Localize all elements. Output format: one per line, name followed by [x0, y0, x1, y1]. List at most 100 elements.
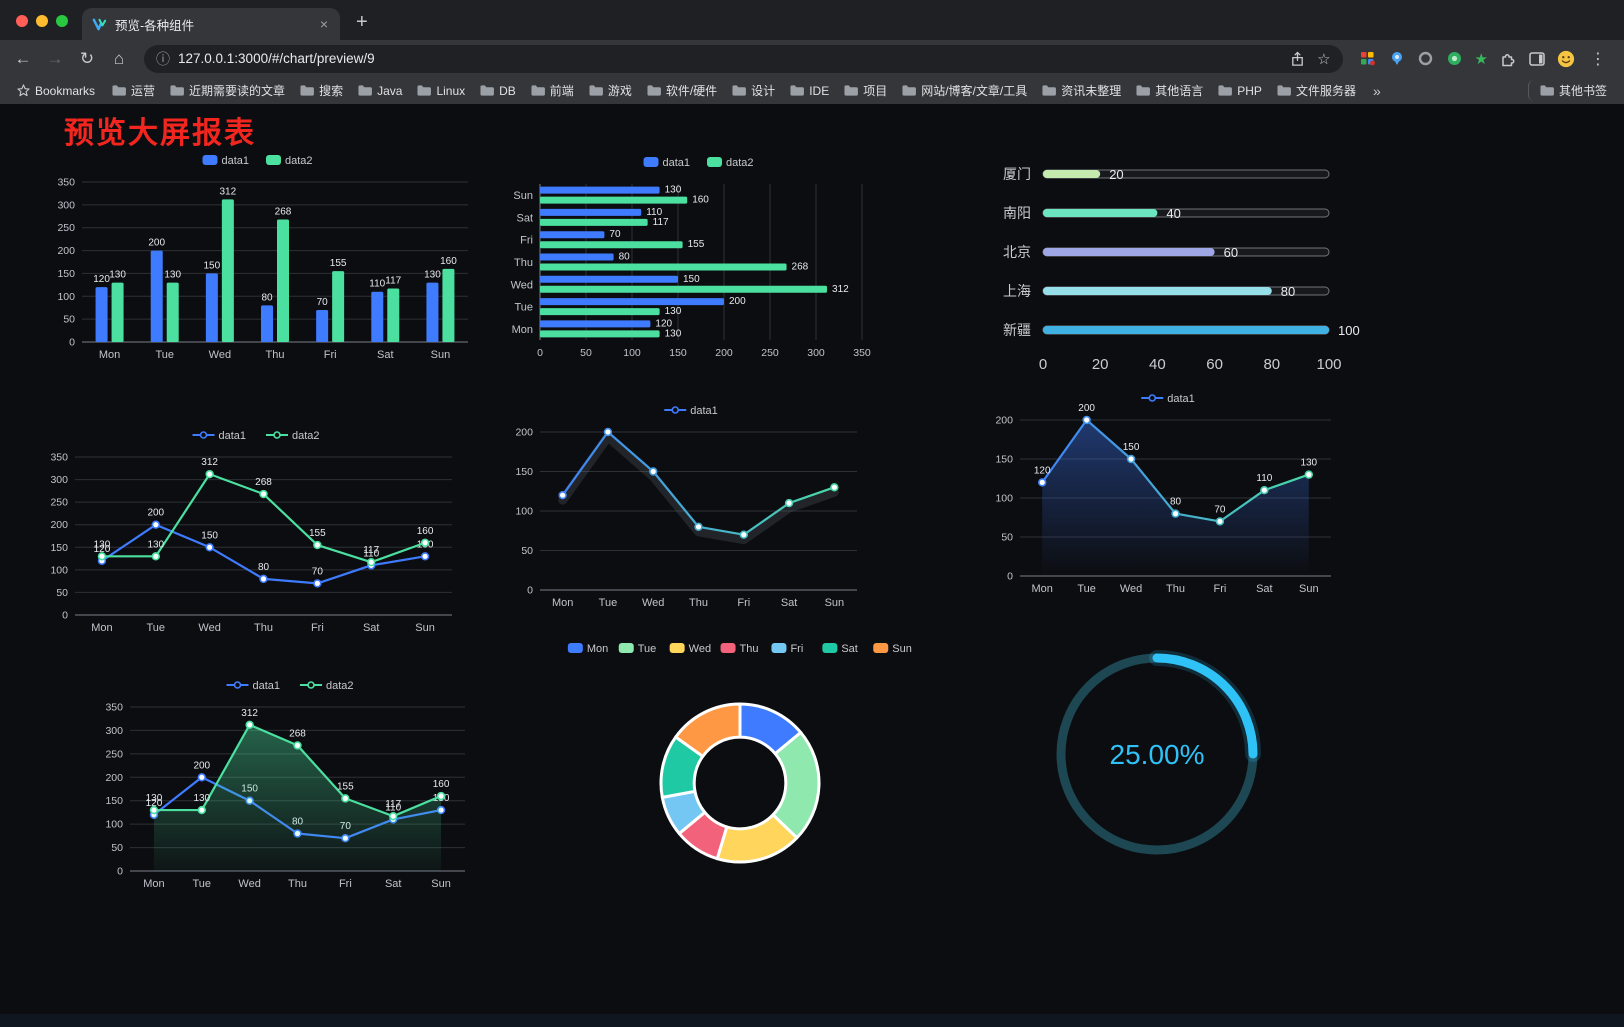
svg-text:155: 155 — [309, 528, 326, 539]
svg-text:70: 70 — [317, 297, 329, 308]
forward-icon[interactable]: → — [46, 48, 64, 68]
svg-text:160: 160 — [440, 256, 457, 267]
window-zoom-button[interactable] — [56, 15, 68, 27]
bookmark-folder[interactable]: DB — [472, 82, 523, 100]
bookmark-folder[interactable]: 运营 — [104, 80, 162, 101]
browser-tab[interactable]: 预览-各种组件 × — [82, 8, 340, 40]
svg-text:130: 130 — [665, 185, 682, 196]
bottom-strip — [0, 1014, 1624, 1027]
svg-text:250: 250 — [57, 222, 75, 234]
bookmarks-overflow-chevron[interactable]: » — [1372, 82, 1381, 99]
svg-text:Wed: Wed — [689, 643, 711, 655]
profile-avatar[interactable] — [1557, 50, 1575, 68]
svg-text:100: 100 — [105, 819, 123, 831]
svg-text:Fri: Fri — [790, 643, 803, 655]
extension-star-icon[interactable]: ★ — [1474, 50, 1488, 68]
svg-text:Sat: Sat — [385, 878, 402, 890]
svg-text:110: 110 — [1256, 473, 1272, 484]
bookmark-folder[interactable]: 其他语言 — [1128, 80, 1210, 101]
browser-menu-icon[interactable]: ⋮ — [1590, 50, 1606, 68]
svg-text:Fri: Fri — [737, 597, 750, 609]
svg-text:Sat: Sat — [1256, 583, 1273, 595]
bookmark-star-icon[interactable]: ☆ — [1317, 50, 1331, 68]
svg-text:50: 50 — [111, 842, 123, 854]
svg-text:200: 200 — [193, 760, 210, 771]
extension-grid-icon[interactable] — [1359, 50, 1377, 68]
svg-text:Fri: Fri — [520, 235, 533, 247]
share-icon[interactable] — [1290, 51, 1305, 67]
extensions-puzzle-icon[interactable] — [1499, 50, 1517, 68]
svg-text:250: 250 — [761, 347, 779, 359]
extension-ring-icon[interactable] — [1417, 50, 1435, 68]
window-minimize-button[interactable] — [36, 15, 48, 27]
svg-text:130: 130 — [109, 270, 126, 281]
new-tab-button[interactable]: + — [356, 11, 368, 33]
home-icon[interactable]: ⌂ — [113, 48, 125, 68]
svg-text:200: 200 — [50, 519, 68, 531]
svg-text:150: 150 — [669, 347, 687, 359]
bookmark-folder[interactable]: Java — [350, 82, 409, 100]
bookmark-folder[interactable]: 软件/硬件 — [639, 80, 724, 101]
svg-text:Wed: Wed — [1120, 583, 1142, 595]
svg-text:110: 110 — [646, 207, 662, 218]
bookmark-folder[interactable]: 项目 — [836, 80, 894, 101]
svg-text:data2: data2 — [285, 155, 313, 167]
svg-text:Mon: Mon — [99, 349, 120, 361]
bookmarks-manager[interactable]: Bookmarks — [10, 82, 102, 100]
svg-text:120: 120 — [146, 798, 163, 809]
svg-text:120: 120 — [655, 318, 672, 329]
window-close-button[interactable] — [16, 15, 28, 27]
svg-text:160: 160 — [417, 526, 434, 537]
svg-text:Tue: Tue — [1077, 583, 1096, 595]
bookmark-folder[interactable]: 近期需要读的文章 — [162, 80, 292, 101]
svg-text:300: 300 — [807, 347, 825, 359]
svg-text:312: 312 — [220, 186, 237, 197]
site-info-icon[interactable]: ⓘ — [156, 50, 170, 67]
bookmark-folder[interactable]: Linux — [409, 82, 472, 100]
svg-text:Sun: Sun — [431, 878, 451, 890]
bookmark-folder[interactable]: 网站/博客/文章/工具 — [894, 80, 1034, 101]
reload-icon[interactable]: ↻ — [79, 48, 95, 68]
svg-text:上海: 上海 — [1003, 283, 1031, 299]
svg-text:25.00%: 25.00% — [1110, 739, 1205, 770]
svg-text:Sat: Sat — [377, 349, 394, 361]
bookmark-folder[interactable]: 资讯未整理 — [1034, 80, 1128, 101]
svg-text:Sun: Sun — [513, 190, 533, 202]
svg-text:200: 200 — [1078, 403, 1095, 414]
extension-green-circle-icon[interactable] — [1446, 50, 1464, 68]
back-icon[interactable]: ← — [14, 48, 32, 68]
progress-bar-chart: 厦门 20 南阳 40 北京 60 上海 80 新疆 100 0 20 40 60 80 100 — [985, 158, 1365, 390]
side-panel-icon[interactable] — [1528, 50, 1546, 68]
bookmark-folder[interactable]: PHP — [1210, 82, 1269, 100]
svg-text:150: 150 — [57, 268, 75, 280]
svg-text:155: 155 — [330, 258, 347, 269]
svg-text:Fri: Fri — [339, 878, 352, 890]
other-bookmarks[interactable]: 其他书签 — [1527, 80, 1614, 101]
svg-text:Wed: Wed — [209, 349, 231, 361]
svg-text:250: 250 — [50, 497, 68, 509]
svg-text:150: 150 — [683, 274, 700, 285]
svg-text:20: 20 — [1092, 356, 1109, 373]
bookmark-folder[interactable]: 游戏 — [581, 80, 639, 101]
svg-text:117: 117 — [385, 276, 401, 287]
bookmark-folder[interactable]: IDE — [782, 82, 836, 100]
bookmark-folder[interactable]: 前端 — [523, 80, 581, 101]
svg-text:Sun: Sun — [825, 597, 845, 609]
svg-text:data1: data1 — [1167, 393, 1195, 405]
url-text[interactable]: 127.0.0.1:3000/#/chart/preview/9 — [178, 51, 375, 66]
address-bar[interactable]: ⓘ 127.0.0.1:3000/#/chart/preview/9 ☆ — [144, 44, 1343, 73]
svg-text:Wed: Wed — [238, 878, 260, 890]
bookmark-folder[interactable]: 搜索 — [292, 80, 350, 101]
svg-text:Mon: Mon — [1032, 583, 1053, 595]
svg-text:312: 312 — [201, 457, 218, 468]
bookmark-folder[interactable]: 设计 — [724, 80, 782, 101]
extension-pin-icon[interactable] — [1388, 50, 1406, 68]
svg-text:150: 150 — [201, 530, 218, 541]
tab-close-icon[interactable]: × — [319, 16, 328, 32]
svg-text:40: 40 — [1149, 356, 1166, 373]
bookmark-folder[interactable]: 文件服务器 — [1269, 80, 1363, 101]
svg-text:data1: data1 — [690, 405, 718, 417]
gradient-area-line-chart: data1 0 50 100 150 200 Mon Tue Wed Thu Fri Sat Sun 12… — [985, 386, 1359, 602]
navigation-bar: ← → ↻ ⌂ ⓘ 127.0.0.1:3000/#/chart/preview… — [0, 40, 1624, 77]
